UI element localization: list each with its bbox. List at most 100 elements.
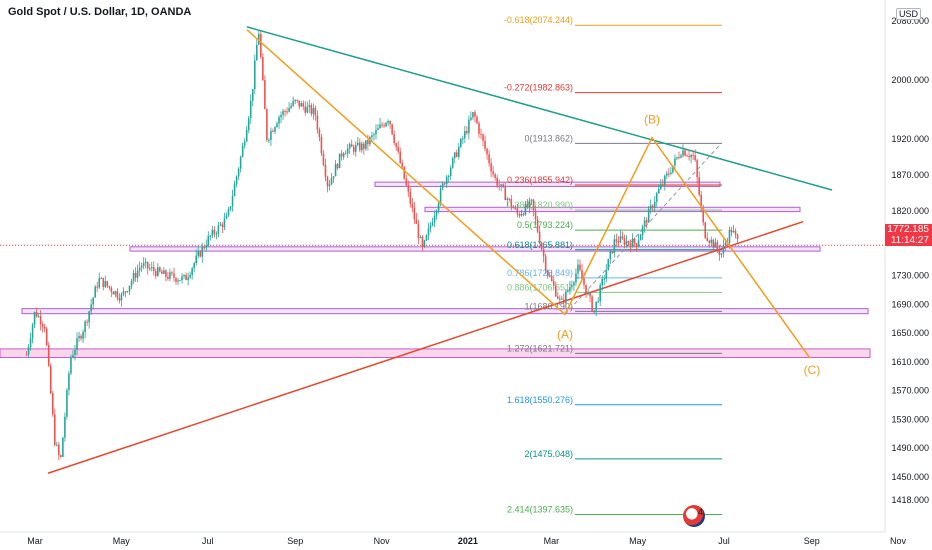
candle-body bbox=[706, 238, 709, 241]
candle-body bbox=[45, 328, 48, 346]
candle-body bbox=[278, 117, 280, 124]
candle-body bbox=[173, 273, 175, 279]
fib-level-label: 0.618(1765.881) bbox=[507, 240, 573, 250]
candle-body bbox=[132, 273, 135, 282]
candle-body bbox=[631, 238, 634, 248]
candle-body bbox=[431, 222, 434, 226]
candle-body bbox=[716, 242, 719, 250]
candle-body bbox=[672, 165, 674, 173]
candle-body bbox=[203, 246, 206, 248]
candle-body bbox=[249, 100, 252, 119]
candle-body bbox=[518, 213, 521, 216]
candle-body bbox=[680, 155, 682, 158]
candle-body bbox=[389, 121, 391, 125]
candle-body bbox=[371, 135, 373, 138]
candle-body bbox=[536, 219, 539, 232]
candle-body bbox=[708, 240, 711, 243]
candle-body bbox=[312, 108, 315, 114]
candle-body bbox=[346, 148, 349, 154]
candle-body bbox=[108, 286, 111, 288]
flag-icon[interactable] bbox=[683, 505, 705, 527]
candle-body bbox=[136, 270, 139, 278]
candle-body bbox=[217, 225, 220, 234]
candle-body bbox=[490, 163, 492, 172]
candle-body bbox=[415, 219, 418, 224]
support-resistance-box bbox=[374, 181, 721, 187]
fib-level-label: -0.272(1982.863) bbox=[504, 83, 573, 93]
candle-body bbox=[282, 111, 284, 115]
candle-body bbox=[427, 228, 430, 236]
candle-body bbox=[298, 100, 301, 107]
candle-body bbox=[534, 210, 537, 220]
candle-body bbox=[72, 354, 74, 358]
candle-body bbox=[231, 196, 234, 207]
candle-body bbox=[655, 193, 658, 202]
candle-body bbox=[316, 115, 319, 130]
candle-body bbox=[239, 156, 242, 169]
y-tick-label: 1730.000 bbox=[891, 271, 929, 281]
wave-label-c: (C) bbox=[804, 363, 821, 377]
candle-body bbox=[146, 261, 149, 269]
candle-body bbox=[504, 187, 507, 201]
candle-body bbox=[603, 278, 606, 280]
candle-body bbox=[64, 416, 66, 438]
candle-body bbox=[120, 294, 123, 301]
upper-trendline bbox=[246, 26, 833, 191]
candle-body bbox=[609, 251, 612, 260]
candle-body bbox=[35, 312, 38, 317]
candle-body bbox=[215, 233, 218, 235]
candle-body bbox=[276, 123, 278, 128]
candle-body bbox=[579, 264, 581, 271]
candle-body bbox=[617, 241, 620, 243]
candle-body bbox=[68, 373, 70, 391]
candle-body bbox=[191, 268, 193, 275]
wave-label-b: (B) bbox=[644, 113, 660, 127]
candle-body bbox=[150, 267, 153, 269]
candle-body bbox=[363, 143, 365, 149]
candle-body bbox=[255, 44, 258, 61]
candle-body bbox=[528, 200, 531, 208]
candle-body bbox=[199, 251, 202, 257]
candle-body bbox=[554, 285, 557, 297]
candle-body bbox=[621, 236, 624, 239]
candle-body bbox=[302, 103, 305, 107]
candle-body bbox=[213, 229, 216, 234]
candle-body bbox=[413, 207, 416, 220]
candle-body bbox=[253, 60, 256, 90]
candle-body bbox=[449, 167, 452, 177]
candle-body bbox=[720, 253, 723, 255]
candle-body bbox=[692, 155, 694, 157]
candle-body bbox=[417, 223, 420, 238]
candle-body bbox=[51, 393, 54, 415]
candle-body bbox=[340, 153, 343, 157]
candle-body bbox=[152, 267, 155, 272]
candle-body bbox=[348, 144, 351, 149]
candle-body bbox=[556, 296, 559, 299]
candle-body bbox=[480, 133, 482, 135]
candle-body bbox=[647, 208, 650, 223]
candle-body bbox=[470, 117, 472, 120]
candle-body bbox=[391, 124, 393, 135]
candle-body bbox=[666, 173, 668, 176]
candle-body bbox=[583, 278, 585, 285]
candle-body bbox=[124, 291, 127, 293]
candle-body bbox=[56, 444, 58, 446]
candle-body bbox=[595, 301, 597, 311]
candle-body bbox=[342, 153, 345, 157]
candle-body bbox=[243, 141, 246, 146]
candle-body bbox=[314, 108, 317, 116]
candle-body bbox=[157, 267, 159, 276]
candle-body bbox=[435, 210, 438, 216]
y-tick-label: 1870.000 bbox=[891, 170, 929, 180]
candle-body bbox=[82, 332, 84, 339]
candle-body bbox=[165, 270, 167, 277]
candle-body bbox=[591, 296, 593, 312]
candle-body bbox=[623, 238, 626, 245]
candle-body bbox=[177, 280, 179, 282]
candle-body bbox=[668, 173, 670, 175]
candle-body bbox=[625, 241, 628, 245]
y-tick-label: 1820.000 bbox=[891, 206, 929, 216]
candle-body bbox=[296, 99, 298, 101]
currency-label[interactable]: USD bbox=[896, 8, 922, 20]
